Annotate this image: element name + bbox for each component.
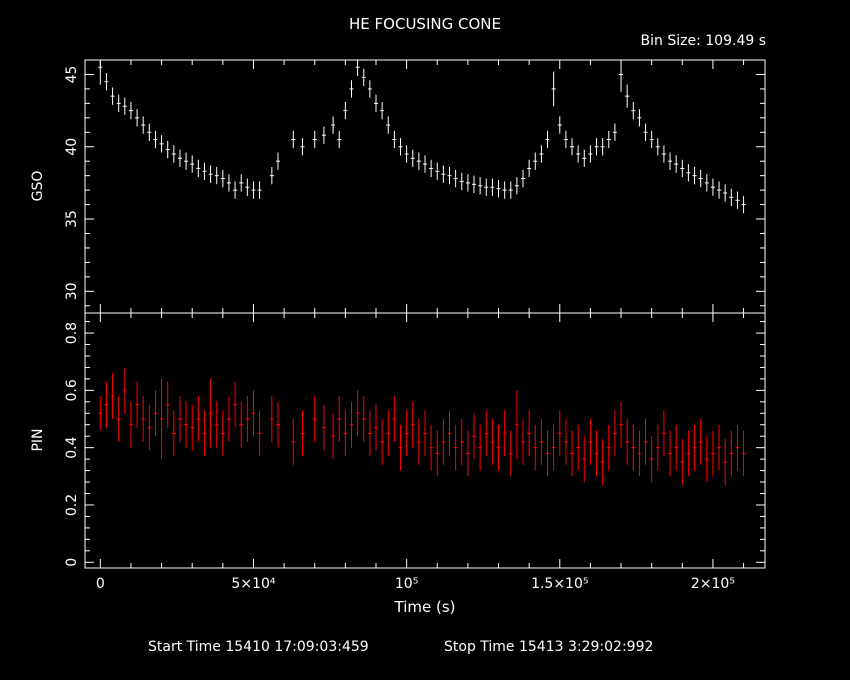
gso-series (98, 60, 746, 214)
pin-ytick-label: 0.6 (64, 379, 80, 401)
x-tick-label: 1.5×10⁵ (531, 576, 588, 592)
gso-panel: 30 35 40 45 GSO (30, 59, 766, 314)
pin-ytick-label: 0 (64, 558, 80, 567)
pin-frame (84, 312, 766, 569)
stop-time: Stop Time 15413 3:29:02:992 (444, 639, 653, 655)
pin-ylabel: PIN (30, 428, 46, 451)
pin-ytick-label: 0.2 (64, 494, 80, 516)
pin-ytick-label: 0.4 (64, 436, 80, 458)
pin-ticks: 0 0.2 0.4 0.6 0.8 0 5×10⁴ 10⁵ 1.5×10⁵ 2×10⁵ (64, 313, 765, 592)
pin-series (98, 367, 746, 485)
pin-panel: 0 0.2 0.4 0.6 0.8 0 5×10⁴ 10⁵ 1.5×10⁵ 2×10⁵ PIN (30, 312, 766, 592)
chart-title: HE FOCUSING CONE (349, 15, 501, 33)
x-tick-label: 0 (96, 576, 105, 592)
pin-ytick-label: 0.8 (64, 322, 80, 344)
x-tick-label: 5×10⁴ (231, 576, 275, 592)
bin-size-label: Bin Size: 109.49 s (641, 33, 766, 49)
gso-ytick-label: 45 (64, 66, 80, 84)
gso-ytick-label: 35 (64, 210, 80, 228)
gso-ytick-label: 30 (64, 282, 80, 300)
gso-ylabel: GSO (30, 171, 46, 202)
start-time: Start Time 15410 17:09:03:459 (148, 639, 369, 655)
gso-ticks: 30 35 40 45 (64, 59, 765, 313)
x-tick-label: 2×10⁵ (691, 576, 735, 592)
x-tick-label: 10⁵ (395, 576, 418, 592)
gso-ytick-label: 40 (64, 138, 80, 156)
x-axis-label: Time (s) (394, 598, 456, 616)
gso-frame (84, 59, 766, 314)
